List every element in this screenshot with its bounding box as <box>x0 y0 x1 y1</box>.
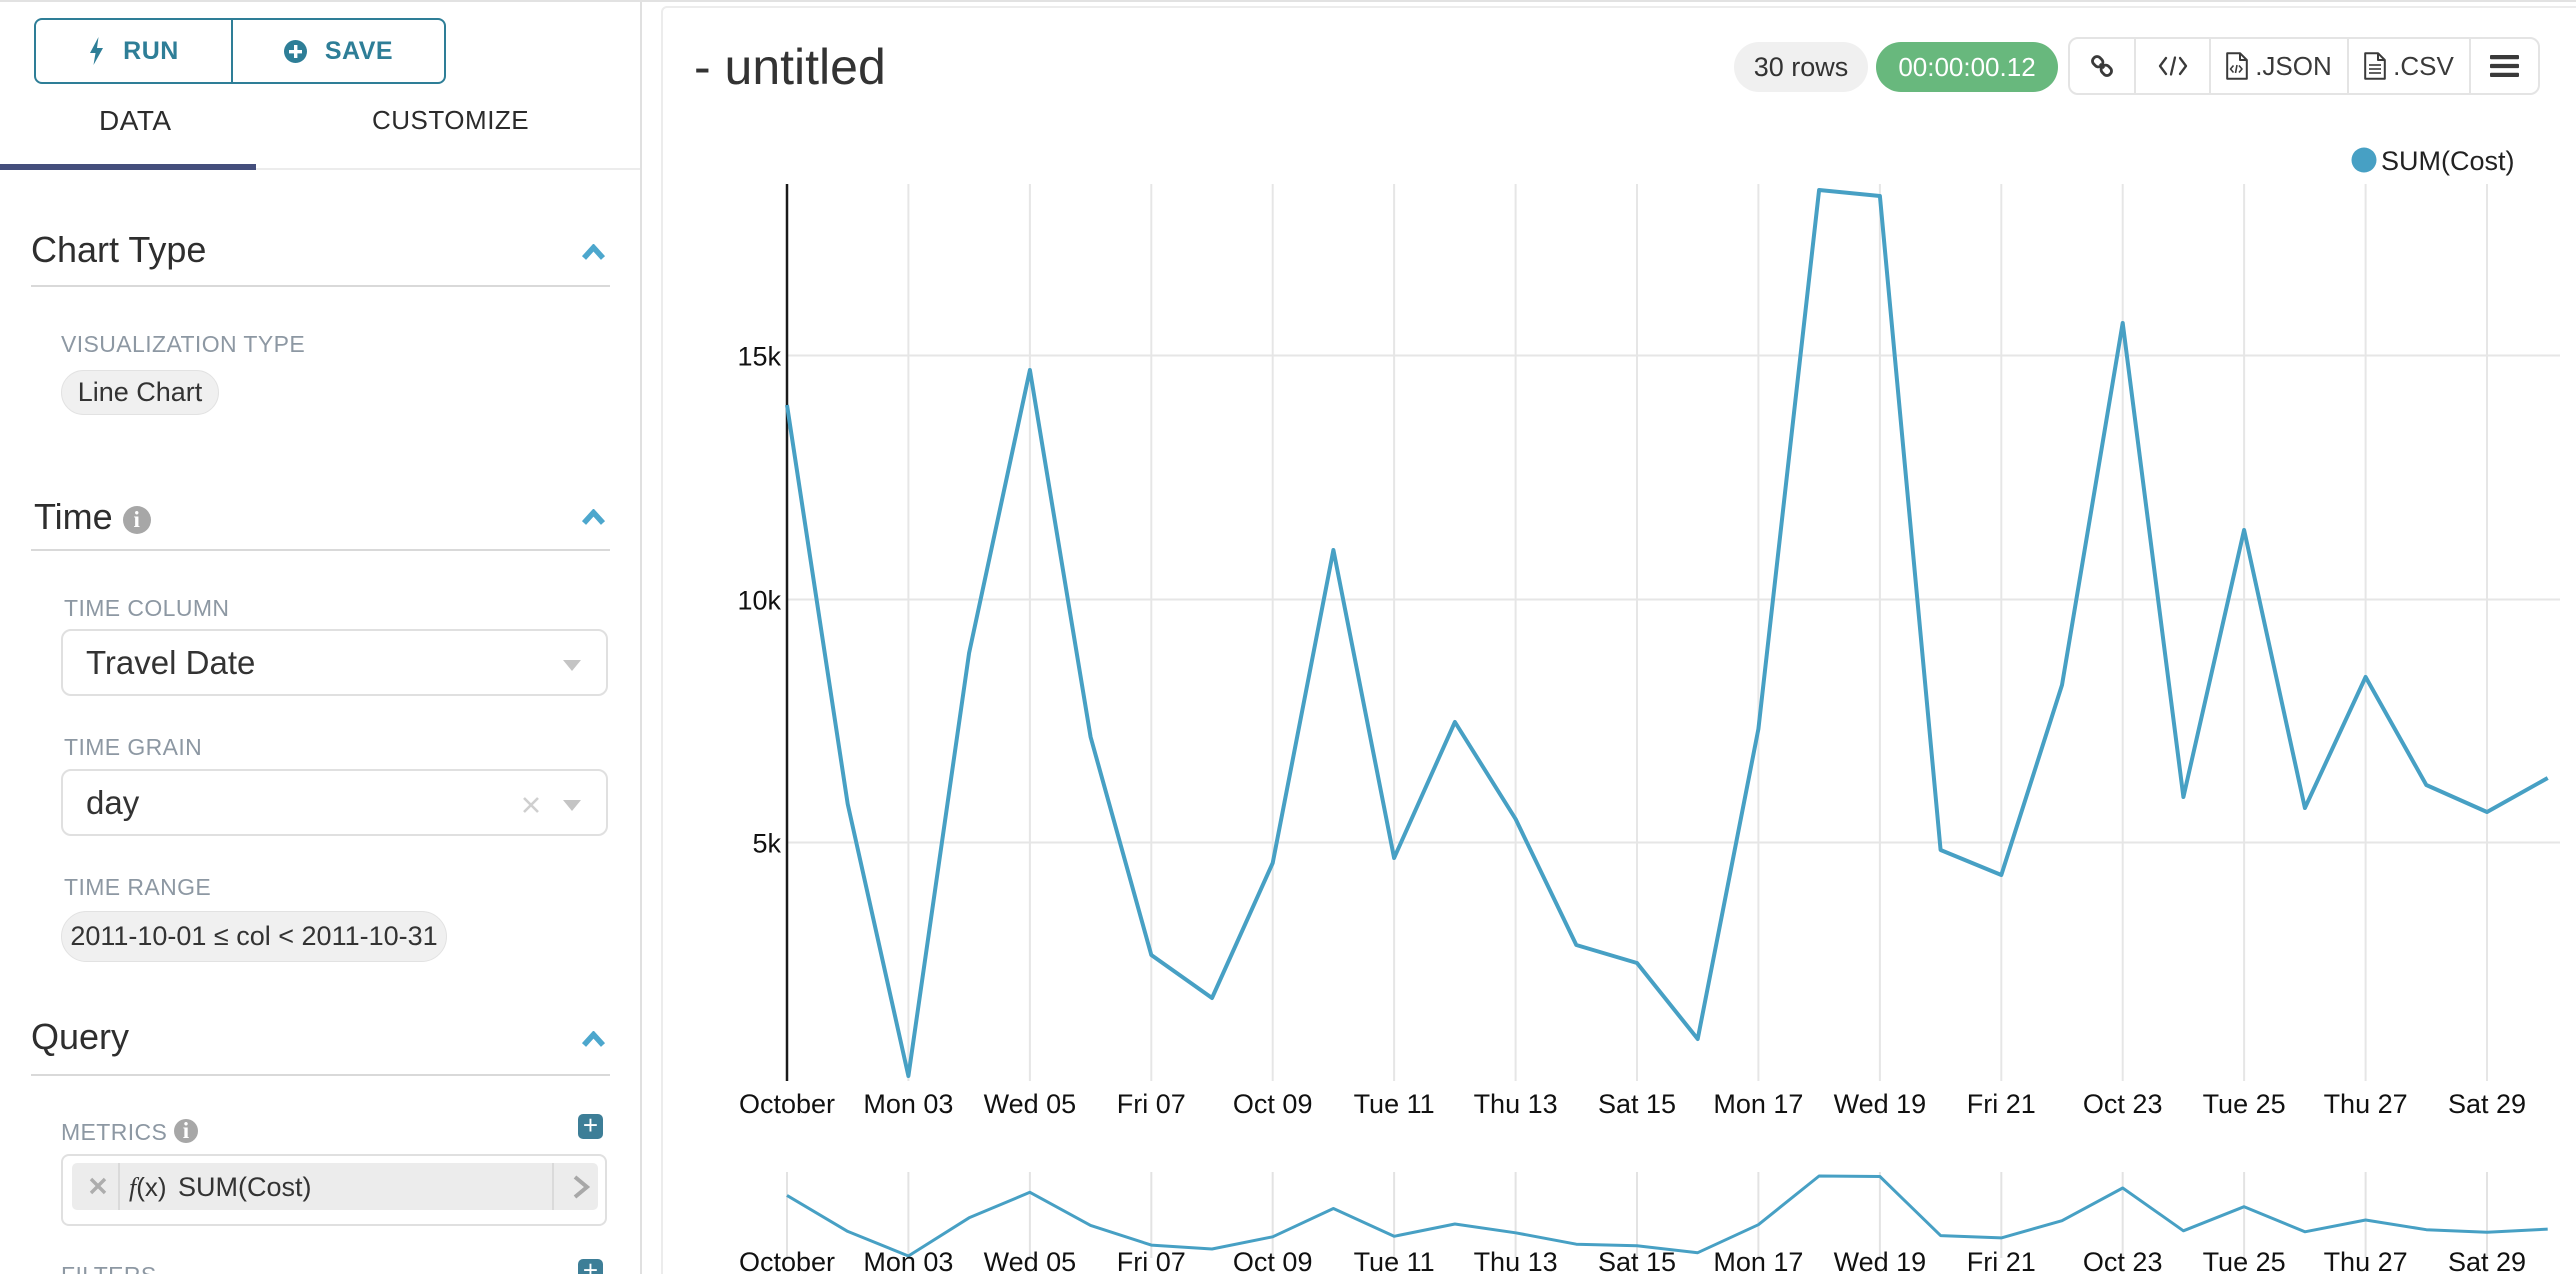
svg-text:SUM(Cost): SUM(Cost) <box>2381 146 2515 176</box>
svg-text:October: October <box>739 1089 835 1119</box>
svg-text:Sat 15: Sat 15 <box>1598 1247 1676 1274</box>
svg-text:5k: 5k <box>752 829 781 859</box>
svg-text:Oct 23: Oct 23 <box>2083 1089 2163 1119</box>
svg-text:Tue 25: Tue 25 <box>2203 1247 2286 1274</box>
svg-text:Wed 19: Wed 19 <box>1834 1247 1927 1274</box>
svg-text:Wed 05: Wed 05 <box>984 1247 1077 1274</box>
svg-text:Oct 09: Oct 09 <box>1233 1247 1313 1274</box>
svg-text:Tue 25: Tue 25 <box>2203 1089 2286 1119</box>
svg-text:Mon 03: Mon 03 <box>863 1089 953 1119</box>
svg-text:Sat 29: Sat 29 <box>2448 1247 2526 1274</box>
svg-text:15k: 15k <box>737 342 781 372</box>
svg-text:Mon 03: Mon 03 <box>863 1247 953 1274</box>
svg-text:Tue 11: Tue 11 <box>1354 1089 1435 1119</box>
svg-text:Wed 05: Wed 05 <box>984 1089 1077 1119</box>
svg-text:Fri 07: Fri 07 <box>1117 1089 1186 1119</box>
svg-text:Fri 21: Fri 21 <box>1967 1089 2036 1119</box>
svg-text:Thu 13: Thu 13 <box>1474 1247 1558 1274</box>
svg-text:Sat 29: Sat 29 <box>2448 1089 2526 1119</box>
svg-text:Oct 23: Oct 23 <box>2083 1247 2163 1274</box>
svg-text:10k: 10k <box>737 586 781 616</box>
svg-text:Oct 09: Oct 09 <box>1233 1089 1313 1119</box>
svg-text:Mon 17: Mon 17 <box>1713 1247 1803 1274</box>
svg-text:Fri 07: Fri 07 <box>1117 1247 1186 1274</box>
svg-text:Thu 27: Thu 27 <box>2324 1247 2408 1274</box>
svg-text:Thu 27: Thu 27 <box>2324 1089 2408 1119</box>
svg-text:Sat 15: Sat 15 <box>1598 1089 1676 1119</box>
svg-text:Tue 11: Tue 11 <box>1354 1247 1435 1274</box>
svg-text:Mon 17: Mon 17 <box>1713 1089 1803 1119</box>
svg-text:October: October <box>739 1247 835 1274</box>
svg-text:Wed 19: Wed 19 <box>1834 1089 1927 1119</box>
svg-text:Fri 21: Fri 21 <box>1967 1247 2036 1274</box>
svg-text:Thu 13: Thu 13 <box>1474 1089 1558 1119</box>
